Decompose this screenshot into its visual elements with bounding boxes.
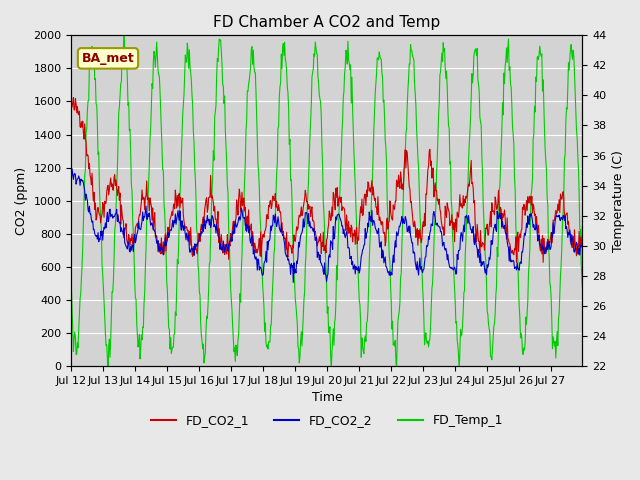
Y-axis label: CO2 (ppm): CO2 (ppm) [15, 167, 28, 235]
X-axis label: Time: Time [312, 391, 342, 404]
Legend: FD_CO2_1, FD_CO2_2, FD_Temp_1: FD_CO2_1, FD_CO2_2, FD_Temp_1 [145, 409, 508, 432]
Title: FD Chamber A CO2 and Temp: FD Chamber A CO2 and Temp [213, 15, 440, 30]
Text: BA_met: BA_met [82, 52, 134, 65]
Y-axis label: Temperature (C): Temperature (C) [612, 150, 625, 252]
